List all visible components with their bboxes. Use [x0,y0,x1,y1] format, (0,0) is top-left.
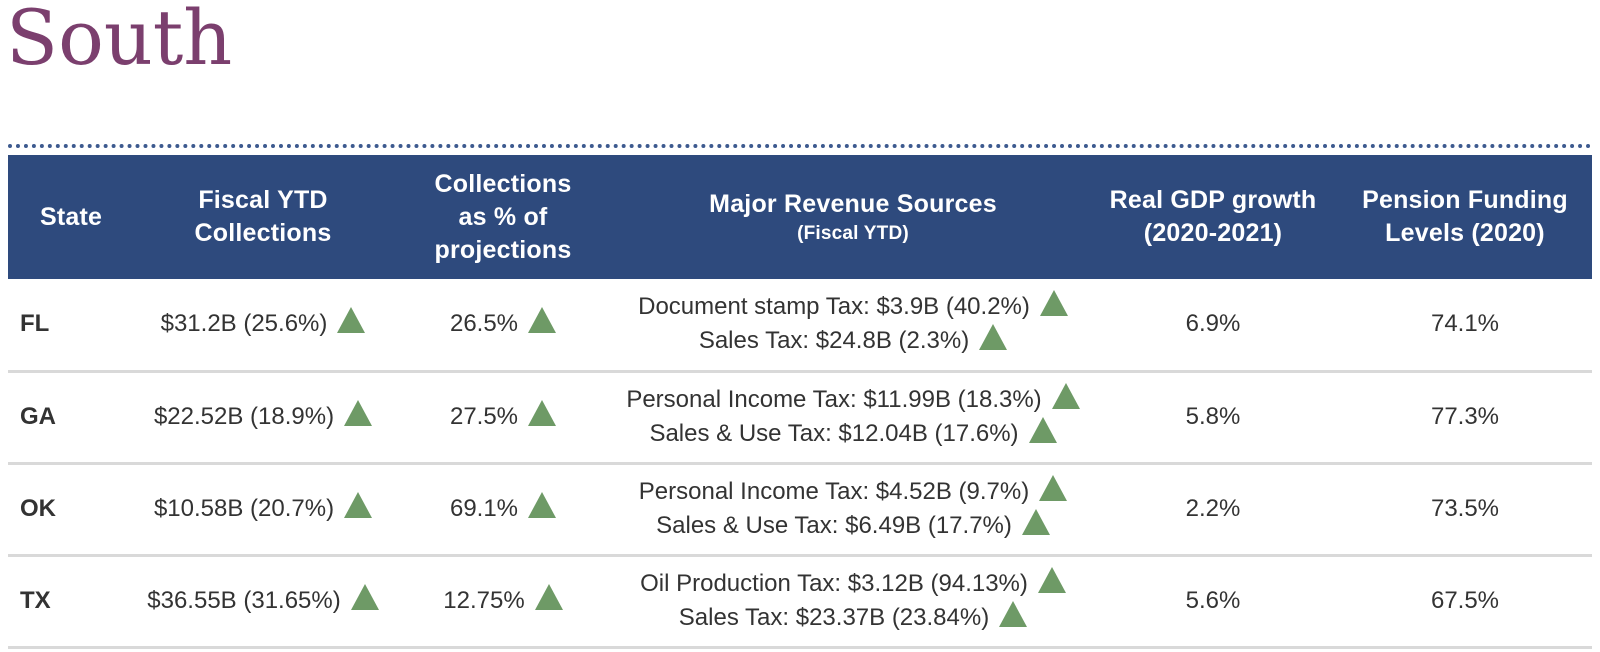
collections-cell: $22.52B (18.9%) [138,371,388,463]
gdp-cell: 5.8% [1185,403,1241,430]
table-row: GA $22.52B (18.9%) 27.5% Personal Income… [8,371,1592,463]
header-fiscal-ytd-collections: Fiscal YTD Collections [194,186,332,247]
pct-projections-cell: 12.75% [388,555,618,647]
state-fiscal-table: State Fiscal YTD Collections Collections… [8,155,1592,649]
revenue-cell: Personal Income Tax: $4.52B (9.7%) Sales… [618,463,1088,555]
state-cell: OK [20,495,56,522]
up-triangle-icon [534,584,563,610]
up-triangle-icon [528,307,557,334]
header-major-revenue: Major Revenue Sources (Fiscal YTD) [709,189,997,244]
up-triangle-icon [344,400,373,426]
gdp-cell: 5.6% [1185,587,1241,614]
revenue-cell: Personal Income Tax: $11.99B (18.3%) Sal… [618,371,1088,463]
state-cell: TX [20,587,51,614]
header-pension-funding: Pension Funding Levels (2020) [1362,186,1568,247]
pct-projections-cell: 27.5% [388,371,618,463]
collections-cell: $36.55B (31.65%) [138,555,388,647]
up-triangle-icon [1028,417,1057,443]
gdp-cell: 2.2% [1185,495,1241,522]
pct-projections-cell: 26.5% [388,279,618,371]
up-triangle-icon [528,492,557,518]
up-triangle-icon [337,307,366,334]
up-triangle-icon [528,400,557,426]
dotted-divider [8,144,1592,148]
state-cell: FL [20,310,50,338]
pension-cell: 73.5% [1430,495,1500,522]
header-gdp-growth: Real GDP growth (2020-2021) [1109,186,1317,247]
up-triangle-icon [1039,290,1068,317]
page-title: South [6,0,233,82]
collections-cell: $10.58B (20.7%) [138,463,388,555]
pension-cell: 77.3% [1430,403,1500,430]
state-cell: GA [20,403,56,430]
up-triangle-icon [1039,475,1068,501]
revenue-cell: Oil Production Tax: $3.12B (94.13%) Sale… [618,555,1088,647]
pct-projections-cell: 69.1% [388,463,618,555]
header-state: State [40,202,103,231]
up-triangle-icon [344,492,373,518]
revenue-cell: Document stamp Tax: $3.9B (40.2%) Sales … [618,279,1088,371]
pension-cell: 74.1% [1430,310,1500,338]
table-header: State Fiscal YTD Collections Collections… [8,155,1592,279]
up-triangle-icon [1021,509,1050,535]
collections-cell: $31.2B (25.6%) [138,279,388,371]
table-row: TX $36.55B (31.65%) 12.75% Oil Productio… [8,555,1592,647]
up-triangle-icon [1037,567,1066,593]
gdp-cell: 6.9% [1185,310,1241,338]
pension-cell: 67.5% [1430,587,1500,614]
header-collections-pct: Collections as % of projections [434,169,572,264]
table-row: FL $31.2B (25.6%) 26.5% Document stamp T… [8,279,1592,371]
up-triangle-icon [1051,383,1080,409]
table-row: OK $10.58B (20.7%) 69.1% Personal Income… [8,463,1592,555]
up-triangle-icon [350,584,379,610]
up-triangle-icon [999,601,1028,627]
up-triangle-icon [979,324,1008,351]
